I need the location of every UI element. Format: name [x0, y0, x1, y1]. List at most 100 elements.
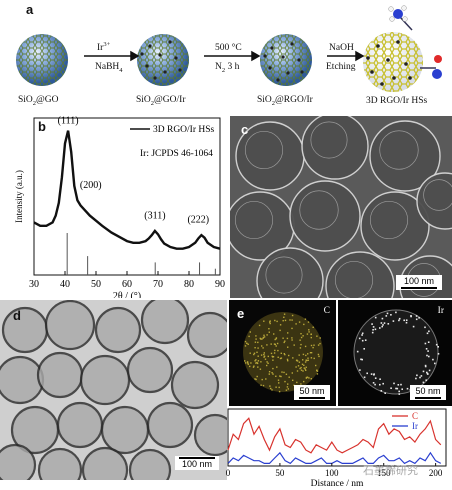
eds-carbon-dot: [291, 372, 293, 374]
sem-sphere-7: [325, 251, 395, 298]
eds-carbon-dot: [293, 344, 295, 346]
eds-iridium-dot: [363, 348, 365, 350]
eds-carbon-dot: [264, 358, 267, 360]
eds-carbon-dot: [310, 357, 313, 359]
eds-iridium-dot: [427, 341, 430, 343]
tem-shell-5: [0, 355, 45, 405]
eds-carbon-dot: [261, 338, 263, 340]
eds-carbon-dot: [316, 335, 318, 337]
eds-carbon-dot: [302, 370, 304, 372]
eds-carbon-dot: [267, 355, 269, 358]
eds-iridium-dot: [428, 330, 430, 333]
eds-carbon-dot: [268, 328, 270, 330]
sem-sphere-1: [301, 116, 369, 180]
eds-carbon-dot: [310, 336, 312, 339]
eds-iridium-dot: [435, 343, 438, 346]
eds-carbon-tag: C: [323, 306, 330, 316]
eds-iridium-dot: [403, 319, 405, 322]
eds-iridium-dot: [374, 316, 377, 319]
eds-map-carbon: e C 50 nm: [229, 300, 336, 406]
scale-bar-e-left: 50 nm: [294, 385, 330, 400]
tem-shell-11: [56, 401, 104, 449]
eds-iridium-dot: [361, 334, 363, 336]
eds-iridium-dot: [415, 377, 417, 380]
eds-carbon-dot: [263, 336, 266, 338]
eds-carbon-dot: [277, 379, 280, 381]
eds-carbon-dot: [316, 373, 319, 375]
eds-iridium-dot: [361, 358, 363, 361]
scale-label-d: 100 nm: [181, 459, 213, 469]
eds-carbon-dot: [297, 365, 300, 367]
sphere-sio2-go-ir: [137, 34, 189, 86]
eds-carbon-dot: [270, 352, 273, 355]
sphere-sio2-rgo-ir: [260, 34, 312, 86]
eds-carbon-dot: [317, 344, 320, 346]
eds-carbon-dot: [262, 337, 264, 339]
eds-carbon-dot: [296, 359, 298, 361]
eds-carbon-dot: [295, 323, 297, 325]
eds-carbon-dot: [285, 373, 288, 375]
eds-carbon-dot: [247, 363, 249, 365]
eds-carbon-dot: [300, 336, 303, 339]
eds-iridium-dot: [372, 329, 374, 331]
eds-carbon-dot: [253, 352, 256, 354]
eds-iridium-dot: [422, 381, 425, 384]
eds-carbon-dot: [308, 377, 310, 379]
eds-carbon-dot: [249, 352, 251, 354]
eds-carbon-dot: [316, 370, 319, 372]
eds-carbon-dot: [245, 362, 247, 364]
eds-carbon-dot: [305, 369, 307, 371]
eds-carbon-dot: [310, 333, 312, 335]
scale-label-e-right: 50 nm: [415, 386, 441, 396]
eds-carbon-dot: [304, 318, 307, 320]
eds-iridium-dot: [397, 384, 400, 386]
tem-shell-3: [140, 300, 190, 345]
eds-carbon-dot: [317, 353, 320, 356]
eds-iridium-dot: [396, 387, 399, 390]
eds-carbon-dot: [275, 375, 277, 377]
eds-carbon-dot: [286, 337, 289, 340]
eds-carbon-dot: [286, 358, 289, 361]
eds-carbon-dot: [263, 352, 265, 354]
eds-carbon-dot: [252, 366, 255, 368]
sphere-sio2-go: [16, 34, 68, 86]
synthesis-schematic: Ir3+ NaBH4 500 °C N2 3 h NaOH Etching Si…: [16, 5, 442, 107]
linescan-xtick-label-1: 50: [275, 468, 285, 478]
eds-carbon-dot: [284, 340, 286, 342]
eds-carbon-dot: [267, 362, 269, 364]
eds-carbon-dot: [278, 390, 281, 393]
eds-iridium-dot: [395, 311, 397, 314]
eds-iridium-dot: [382, 324, 384, 326]
eds-iridium-dot: [386, 312, 389, 315]
eds-iridium-dot: [418, 317, 420, 319]
eds-carbon-dot: [310, 352, 313, 354]
linescan-legend-label-1: Ir: [412, 421, 418, 431]
eds-carbon-dot: [269, 322, 271, 325]
linescan-xtick-label-3: 150: [377, 468, 391, 478]
tem-shell-13: [146, 401, 194, 449]
eds-carbon-dot: [287, 346, 289, 348]
xrd-peak-label-0: (111): [58, 115, 79, 126]
eds-carbon-dot: [292, 357, 294, 359]
eds-carbon-dot: [248, 335, 250, 338]
eds-carbon-dot: [287, 332, 289, 334]
eds-carbon-dot: [255, 338, 257, 340]
eds-carbon-dot: [287, 360, 289, 362]
eds-carbon-dot: [246, 361, 249, 363]
xrd-xtick-label-1: 40: [60, 279, 70, 290]
eds-carbon-dot: [262, 384, 265, 387]
eds-iridium-dot: [364, 339, 367, 341]
eds-carbon-dot: [256, 375, 258, 378]
eds-iridium-dot: [372, 326, 375, 328]
eds-carbon-dot: [273, 333, 275, 335]
linescan-xtick-label-2: 100: [325, 468, 339, 478]
eds-carbon-dot: [259, 368, 262, 370]
eds-carbon-dot: [307, 359, 309, 361]
eds-carbon-dot: [270, 343, 272, 345]
eds-iridium-dot: [405, 319, 408, 321]
eds-carbon-dot: [268, 371, 271, 373]
eds-carbon-dot: [303, 367, 305, 369]
eds-carbon-dot: [260, 384, 262, 386]
eds-carbon-dot: [310, 378, 312, 380]
eds-carbon-dot: [244, 360, 246, 362]
